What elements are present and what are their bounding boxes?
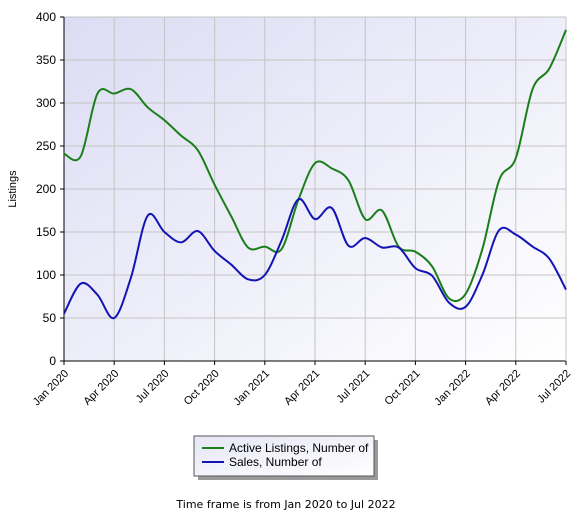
timeframe-caption: Time frame is from Jan 2020 to Jul 2022: [176, 498, 396, 511]
x-tick-labels: Jan 2020 Apr 2020 Jul 2020 Oct 2020 Jan 2021…: [31, 368, 572, 408]
legend-label-active-listings: Active Listings, Number of: [229, 441, 369, 455]
x-tick-label: Apr 2022: [483, 368, 523, 408]
y-tick-label: 150: [36, 225, 56, 239]
x-tick-label: Oct 2021: [383, 368, 423, 408]
y-axis-title: Listings: [7, 170, 19, 208]
x-tick-label: Jan 2022: [432, 368, 472, 408]
y-tick-label: 0: [49, 354, 56, 368]
legend: Active Listings, Number of Sales, Number…: [193, 435, 378, 480]
x-tick-label: Jan 2020: [31, 368, 71, 408]
x-tick-label: Jan 2021: [232, 368, 272, 408]
y-tick-label: 100: [36, 268, 56, 282]
x-tick-label: Apr 2021: [282, 368, 322, 408]
y-tick-label: 50: [43, 311, 57, 325]
x-tick-label: Jul 2020: [134, 368, 172, 406]
x-tick-label: Jul 2021: [335, 368, 373, 406]
y-tick-labels: 0 50 100 150 200 250 300 350 400: [36, 10, 56, 368]
x-tick-label: Jul 2022: [535, 368, 572, 406]
series-line-active-listings: [63, 29, 567, 303]
legend-label-sales: Sales, Number of: [229, 455, 322, 469]
y-tick-label: 200: [36, 182, 56, 196]
gridlines: [64, 16, 566, 361]
axes: [60, 16, 567, 365]
series-line-sales: [63, 198, 567, 320]
y-tick-label: 350: [36, 53, 56, 67]
y-tick-label: 250: [36, 139, 56, 153]
y-tick-label: 400: [36, 10, 56, 24]
legend-box: [193, 435, 375, 477]
y-tick-label: 300: [36, 96, 56, 110]
x-tick-label: Oct 2020: [182, 368, 222, 408]
series: [63, 29, 567, 320]
x-tick-label: Apr 2020: [81, 368, 121, 408]
